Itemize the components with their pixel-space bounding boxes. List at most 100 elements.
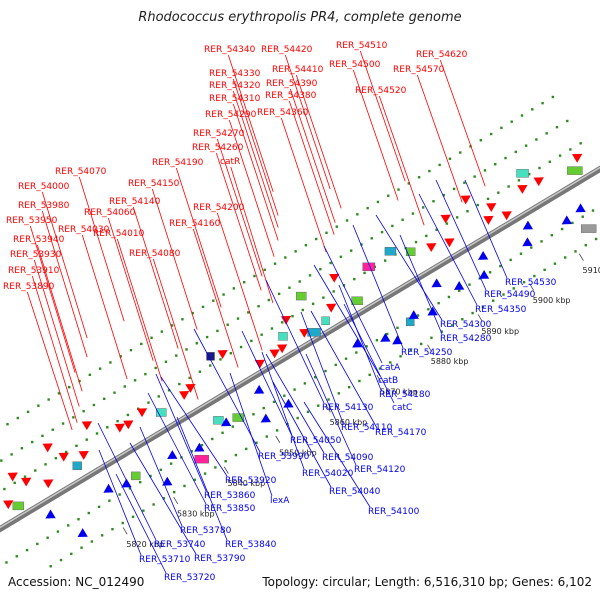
guide-dot	[15, 555, 18, 558]
label-leader-line	[272, 381, 332, 488]
guide-dot	[25, 548, 29, 552]
gene-minus-arrow	[352, 338, 363, 348]
guide-dot	[26, 410, 30, 414]
guide-dot	[524, 144, 528, 147]
guide-dot	[391, 224, 394, 228]
label-leader-line	[261, 351, 305, 470]
gene-block	[384, 247, 397, 256]
gene-block	[194, 454, 209, 464]
guide-dot	[51, 428, 54, 431]
label-leader-line	[107, 217, 154, 361]
guide-dot	[337, 392, 341, 395]
label-leader-line	[284, 54, 331, 190]
gene-label-bottom: RER_53860	[204, 491, 256, 501]
guide-dot	[527, 172, 531, 176]
gene-label-bottom: RER_54120	[354, 465, 406, 475]
gene-minus-arrow	[575, 203, 586, 213]
guide-dot	[507, 185, 510, 188]
guide-dot	[147, 401, 150, 404]
gene-minus-arrow	[431, 278, 442, 288]
gene-minus-arrow	[103, 483, 114, 493]
guide-dot	[303, 382, 307, 385]
gene-block	[307, 328, 321, 337]
gene-label-top: RER_54390	[266, 79, 318, 89]
guide-dot	[61, 422, 65, 425]
gene-plus-arrow	[299, 328, 310, 338]
guide-dot	[157, 395, 160, 398]
guide-dot	[396, 326, 399, 330]
guide-dot	[313, 376, 317, 379]
guide-dot	[160, 330, 164, 333]
gene-plus-arrow	[217, 350, 228, 359]
guide-dot	[36, 542, 39, 546]
guide-dot	[200, 443, 204, 447]
guide-dot	[450, 324, 454, 327]
guide-dot	[468, 283, 471, 286]
guide-dot	[385, 332, 389, 336]
guide-dot	[389, 361, 392, 364]
guide-dot	[387, 194, 390, 197]
guide-dot	[245, 447, 248, 451]
gene-label-top: RER_54520	[355, 86, 407, 96]
guide-dot	[106, 426, 109, 429]
guide-dot	[68, 385, 71, 389]
label-leader-line	[295, 74, 342, 209]
guide-dot	[363, 271, 366, 275]
gene-minus-arrow	[260, 413, 271, 423]
gene-label-bottom: RER_53780	[180, 526, 232, 536]
guide-dot	[234, 453, 238, 457]
gene-label-top: RER_53910	[8, 266, 60, 276]
guide-dot	[375, 338, 379, 342]
guide-dot	[497, 191, 500, 194]
gene-minus-arrow	[392, 335, 403, 345]
gene-label-top: RER_54330	[209, 69, 261, 79]
guide-dot	[139, 480, 142, 484]
guide-dot	[428, 169, 431, 173]
guide-dot	[553, 262, 557, 265]
guide-dot	[284, 256, 287, 259]
guide-dot	[550, 234, 554, 237]
gene-plus-arrow	[7, 472, 18, 482]
guide-dot	[0, 459, 3, 462]
gene-label-top: RER_54570	[393, 65, 445, 75]
guide-dot	[522, 281, 526, 284]
gene-label-top: RER_54140	[109, 197, 161, 207]
label-leader-line	[265, 279, 325, 404]
label-leader-line	[160, 376, 228, 477]
guide-dot	[445, 222, 449, 225]
gene-label-bottom: RER_53710	[139, 555, 191, 565]
gene-label-bottom: RER_54130	[322, 403, 374, 413]
guide-dot	[82, 409, 85, 413]
guide-dot	[205, 335, 209, 339]
guide-dot	[201, 305, 205, 309]
guide-dot	[90, 540, 94, 543]
guide-dot	[98, 367, 102, 370]
gene-label-bottom: RER_54300	[440, 320, 492, 330]
gene-plus-arrow	[280, 315, 292, 325]
guide-dot	[483, 169, 487, 172]
guide-dot	[399, 355, 402, 358]
gene-plus-arrow	[517, 184, 528, 194]
gene-plus-arrow	[114, 423, 125, 433]
label-leader-line	[129, 442, 197, 555]
gene-label-top: RER_54080	[129, 249, 181, 259]
guide-dot	[531, 108, 534, 111]
guide-dot	[347, 385, 351, 389]
gene-label-top: RER_54160	[169, 219, 221, 229]
gene-block	[72, 461, 82, 470]
guide-dot	[216, 329, 219, 333]
guide-dot	[437, 301, 440, 305]
guide-dot	[327, 398, 330, 401]
guide-dot	[140, 342, 143, 346]
label-leader-line	[97, 422, 157, 541]
gene-plus-arrow	[43, 479, 54, 489]
guide-dot	[502, 293, 505, 296]
label-leader-line	[378, 95, 425, 226]
gene-minus-arrow	[253, 384, 265, 394]
guide-dot	[129, 348, 133, 352]
label-leader-line	[310, 310, 378, 429]
gene-label-bottom: RER_54110	[341, 423, 393, 433]
guide-dot	[193, 478, 196, 481]
guide-dot	[356, 213, 359, 216]
tick-label: 5900 kbp	[533, 296, 571, 305]
